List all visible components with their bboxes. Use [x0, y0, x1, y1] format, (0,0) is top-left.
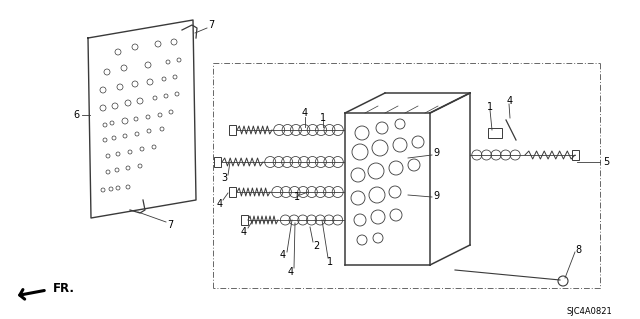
Text: 4: 4 [507, 96, 513, 106]
Bar [214, 157, 221, 167]
Bar [229, 125, 236, 135]
Bar [572, 150, 579, 160]
Text: 9: 9 [433, 148, 439, 158]
Text: FR.: FR. [53, 283, 75, 295]
Text: 7: 7 [208, 20, 214, 30]
Text: 6: 6 [73, 110, 79, 120]
Text: 8: 8 [575, 245, 581, 255]
Text: 1: 1 [320, 113, 326, 123]
Text: 2: 2 [313, 241, 319, 251]
Text: 4: 4 [217, 199, 223, 209]
Bar [229, 187, 236, 197]
Text: 7: 7 [167, 220, 173, 230]
Text: 9: 9 [433, 191, 439, 201]
Text: 3: 3 [221, 173, 227, 183]
Text: 4: 4 [241, 227, 247, 237]
Text: 1: 1 [487, 102, 493, 112]
Text: SJC4A0821: SJC4A0821 [566, 308, 612, 316]
Text: 5: 5 [603, 157, 609, 167]
Bar [488, 128, 502, 138]
Text: 4: 4 [302, 108, 308, 118]
Bar [241, 215, 248, 225]
Text: 4: 4 [280, 250, 286, 260]
Text: 1: 1 [327, 257, 333, 267]
Text: 1: 1 [294, 192, 300, 202]
Text: 4: 4 [288, 267, 294, 277]
